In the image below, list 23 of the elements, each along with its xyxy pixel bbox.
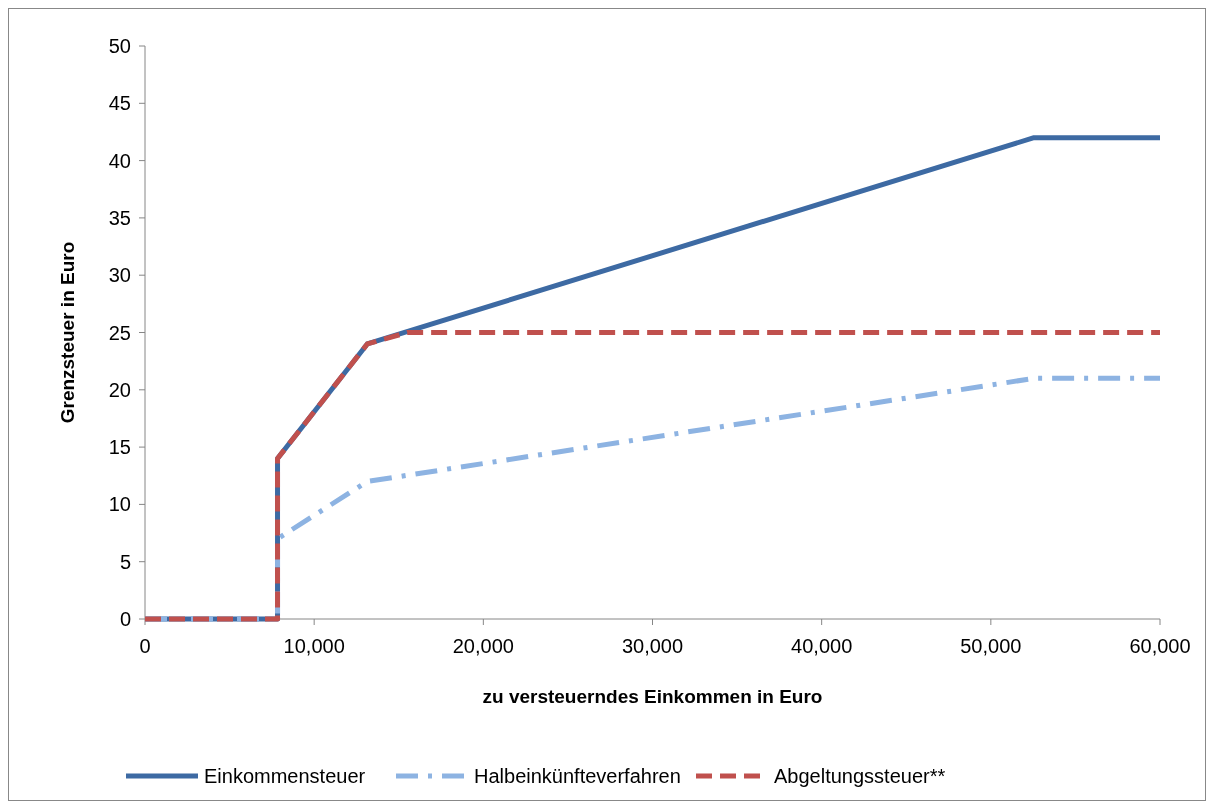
- x-tick-label: 60,000: [1129, 635, 1191, 657]
- y-tick-label: 10: [108, 493, 131, 516]
- x-axis-title: zu versteuerndes Einkommen in Euro: [482, 686, 823, 707]
- legend-label: Abgeltungssteuer**: [774, 765, 946, 787]
- y-tick-label: 30: [108, 264, 131, 287]
- legend-label: Halbeinkünfteverfahren: [474, 765, 681, 787]
- y-tick-label: 50: [108, 35, 131, 57]
- y-tick-label: 5: [119, 550, 131, 573]
- y-tick-label: 25: [108, 321, 131, 344]
- y-tick-label: 35: [108, 206, 131, 229]
- legend-label: Einkommensteuer: [204, 765, 366, 787]
- y-axis-title: Grenzsteuer in Euro: [57, 241, 78, 424]
- x-tick-label: 0: [139, 635, 151, 657]
- y-tick-label: 20: [108, 378, 131, 401]
- x-tick-label: 10,000: [283, 635, 345, 657]
- y-tick-label: 0: [119, 608, 131, 630]
- y-tick-label: 15: [108, 436, 131, 459]
- x-tick-label: 30,000: [621, 635, 684, 657]
- x-tick-label: 20,000: [452, 635, 514, 657]
- y-tick-label: 45: [108, 92, 131, 115]
- y-tick-label: 40: [108, 149, 131, 172]
- x-tick-label: 50,000: [960, 635, 1022, 657]
- x-tick-label: 40,000: [791, 635, 853, 657]
